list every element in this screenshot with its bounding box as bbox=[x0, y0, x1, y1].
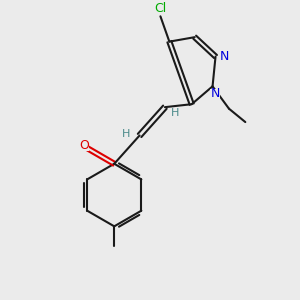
Bar bbox=[210, 89, 220, 98]
Bar bbox=[122, 130, 130, 138]
Bar bbox=[154, 6, 167, 15]
Text: N: N bbox=[220, 50, 229, 63]
Text: Cl: Cl bbox=[154, 2, 167, 15]
Bar bbox=[219, 52, 230, 61]
Text: H: H bbox=[122, 129, 130, 139]
Bar bbox=[80, 141, 89, 151]
Text: N: N bbox=[210, 87, 220, 100]
Text: H: H bbox=[171, 107, 179, 118]
Bar bbox=[171, 108, 179, 117]
Text: O: O bbox=[80, 140, 89, 152]
